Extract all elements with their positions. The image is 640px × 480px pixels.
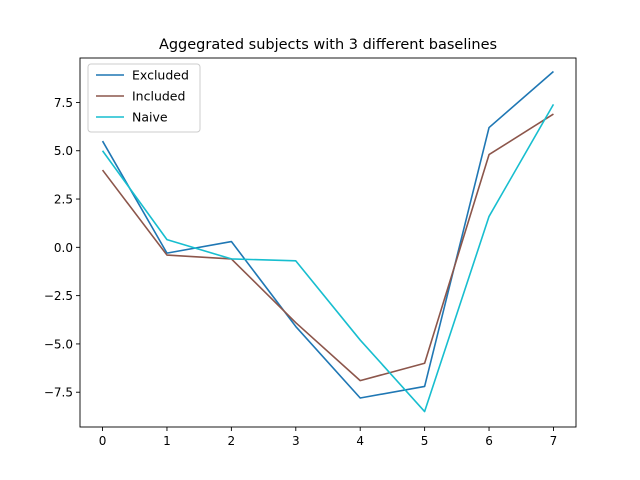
series-lines xyxy=(101,70,555,413)
y-tick-label: 0.0 xyxy=(54,241,73,255)
x-tick-label: 0 xyxy=(99,434,107,448)
legend-label: Naive xyxy=(132,110,168,125)
y-tick-label: −5.0 xyxy=(44,337,73,351)
series-line-naive xyxy=(101,103,555,413)
chart-title: Aggegrated subjects with 3 different bas… xyxy=(159,37,497,53)
x-tick-label: 5 xyxy=(421,434,429,448)
x-tick-label: 4 xyxy=(356,434,364,448)
y-tick-label: 2.5 xyxy=(54,193,73,207)
legend-box xyxy=(87,63,201,133)
series-line-included xyxy=(101,113,554,382)
legend: Excluded Included Naive xyxy=(87,63,201,133)
legend-label: Excluded xyxy=(132,68,189,83)
y-tick-label: 7.5 xyxy=(54,96,73,110)
legend-label: Included xyxy=(132,89,185,104)
x-tick-label: 6 xyxy=(485,434,493,448)
x-tick-label: 2 xyxy=(228,434,236,448)
x-axis: 0 1 2 3 4 5 6 7 xyxy=(99,427,558,448)
x-tick-label: 7 xyxy=(550,434,558,448)
y-tick-label: −7.5 xyxy=(44,386,73,400)
series-line-excluded xyxy=(101,70,554,399)
x-tick-label: 3 xyxy=(292,434,300,448)
y-tick-label: −2.5 xyxy=(44,289,73,303)
y-axis: −7.5 −5.0 −2.5 0.0 2.5 5.0 7.5 xyxy=(44,96,80,400)
x-tick-label: 1 xyxy=(163,434,171,448)
plot-area xyxy=(79,57,577,428)
y-tick-label: 5.0 xyxy=(54,144,73,158)
